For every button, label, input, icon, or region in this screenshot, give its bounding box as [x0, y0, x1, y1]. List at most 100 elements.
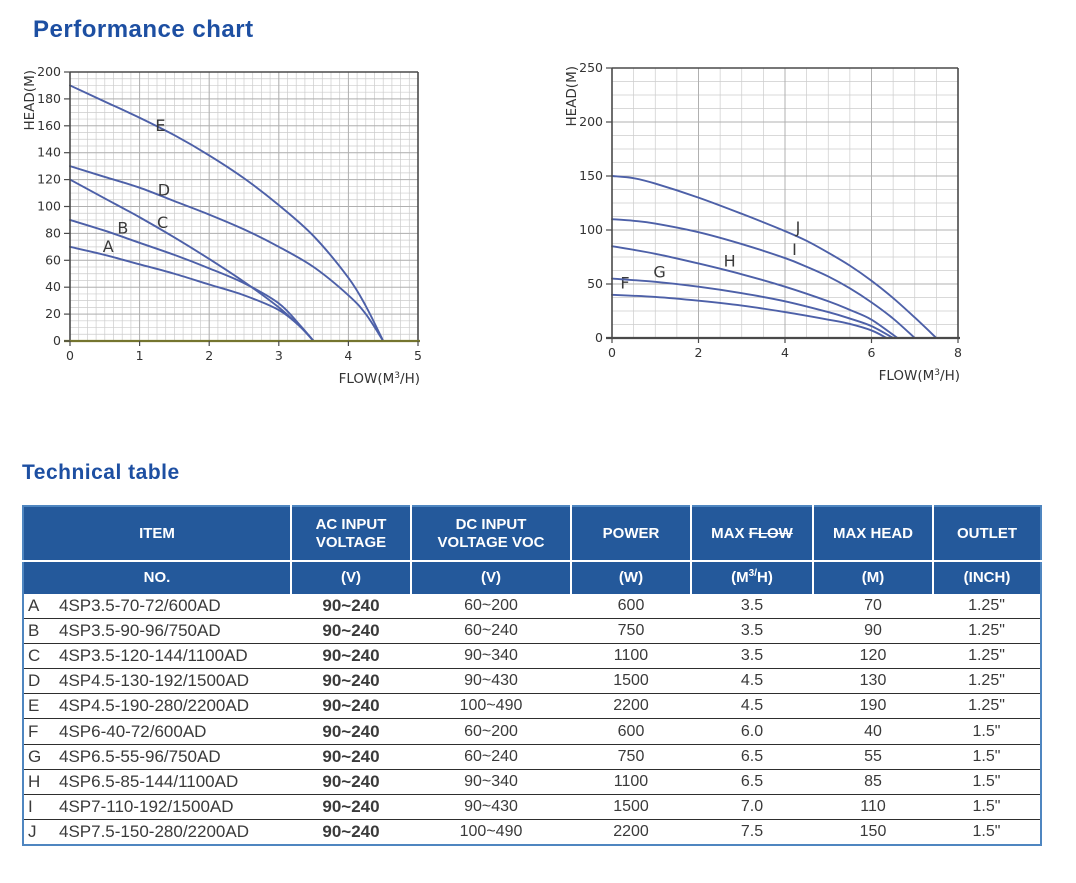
cell-outlet: 1.25" — [933, 643, 1041, 670]
x-tick-label: 0 — [608, 345, 616, 360]
page-title: Performance chart — [33, 16, 254, 43]
cell-outlet: 1.5" — [933, 744, 1041, 770]
x-tick-label: 6 — [868, 345, 876, 360]
cell-outlet: 1.25" — [933, 618, 1041, 645]
series-curve-G — [611, 277, 895, 339]
y-tick-label: 180 — [37, 91, 61, 106]
series-curve-E — [69, 84, 385, 342]
model-number: 4SP3.5-90-96/750AD — [59, 621, 221, 641]
cell-dc: 60~200 — [411, 594, 571, 620]
cell-max_flow: 3.5 — [691, 643, 813, 670]
col-header-max_head: MAX HEAD — [813, 506, 934, 562]
series-label-H: H — [724, 252, 736, 271]
y-axis-label: HEAD(M) — [22, 70, 38, 131]
row-letter: A — [28, 596, 40, 616]
cell-max_head: 85 — [813, 769, 933, 795]
cell-item: H 4SP6.5-85-144/1100AD — [23, 769, 291, 795]
col-header-item: ITEM — [23, 506, 292, 562]
cell-max_flow: 6.0 — [691, 718, 813, 745]
cell-outlet: 1.5" — [933, 769, 1041, 795]
model-number: 4SP3.5-120-144/1100AD — [59, 646, 248, 666]
cell-dc: 60~240 — [411, 744, 571, 770]
col-unit-ac_input: (V) — [291, 561, 412, 594]
cell-power: 600 — [571, 594, 691, 620]
y-tick-label: 100 — [37, 199, 61, 214]
cell-outlet: 1.25" — [933, 594, 1041, 620]
row-letter: I — [28, 796, 33, 816]
x-tick-label: 4 — [344, 348, 352, 363]
x-tick-label: 1 — [136, 348, 144, 363]
cell-max_head: 55 — [813, 744, 933, 770]
col-unit-dc_input: (V) — [411, 561, 572, 594]
y-tick-label: 20 — [45, 306, 61, 321]
series-label-F: F — [620, 273, 629, 292]
cell-item: D 4SP4.5-130-192/1500AD — [23, 668, 291, 695]
x-tick-label: 3 — [275, 348, 283, 363]
cell-power: 2200 — [571, 693, 691, 720]
row-letter: F — [28, 721, 39, 741]
cell-max_head: 190 — [813, 693, 933, 720]
cell-power: 1100 — [571, 769, 691, 795]
cell-dc: 60~200 — [411, 718, 571, 745]
y-tick-label: 200 — [579, 114, 603, 129]
chart-canvas-left: AB CD E 0 1 2 3 4 5 0 20 40 60 80 100 120 140 160 180 200HE… — [22, 64, 422, 387]
cell-max_head: 90 — [813, 618, 933, 645]
cell-power: 600 — [571, 718, 691, 745]
table-row-C: C 4SP3.5-120-144/1100AD 90~240 90~340 1100 3.… — [23, 643, 1041, 670]
cell-ac: 90~240 — [291, 594, 411, 620]
table-row-B: B 4SP3.5-90-96/750AD 90~240 60~240 750 3.5 90 1… — [23, 618, 1041, 645]
cell-max_head: 130 — [813, 668, 933, 695]
cell-ac: 90~240 — [291, 718, 411, 745]
series-label-A: A — [103, 237, 114, 256]
cell-dc: 100~490 — [411, 693, 571, 720]
y-tick-label: 100 — [579, 222, 603, 237]
table-title: Technical table — [22, 461, 180, 484]
cell-max_flow: 7.0 — [691, 794, 813, 820]
col-header-dc_input: DC INPUT VOLTAGE VOC — [411, 506, 572, 562]
performance-chart-right: F G H I J 0 2 4 6 8 0 50 100 150 200 250 HEAD(M) FLOW(M3/… — [545, 52, 975, 384]
y-tick-label: 150 — [579, 168, 603, 183]
cell-item: A 4SP3.5-70-72/600AD — [23, 594, 291, 620]
row-letter: H — [28, 771, 41, 791]
cell-max_head: 120 — [813, 643, 933, 670]
table-body: A 4SP3.5-70-72/600AD 90~240 60~200 600 3.5 70 1… — [23, 594, 1041, 846]
x-axis-label: FLOW(M3/H) — [879, 368, 960, 382]
y-tick-label: 160 — [37, 118, 61, 133]
y-tick-label: 140 — [37, 145, 61, 160]
cell-ac: 90~240 — [291, 819, 411, 846]
cell-max_flow: 4.5 — [691, 668, 813, 695]
model-number: 4SP7.5-150-280/2200AD — [59, 821, 249, 841]
cell-item: F 4SP6-40-72/600AD — [23, 718, 291, 745]
table-row-H: H 4SP6.5-85-144/1100AD 90~240 90~340 1100 6.5… — [23, 769, 1041, 795]
model-number: 4SP7-110-192/1500AD — [59, 796, 234, 816]
cell-power: 1500 — [571, 794, 691, 820]
series-label-C: C — [157, 213, 168, 232]
x-tick-label: 0 — [66, 348, 74, 363]
cell-dc: 90~340 — [411, 769, 571, 795]
series-label-D: D — [158, 181, 170, 200]
col-unit-max_head: (M) — [813, 561, 934, 594]
cell-max_flow: 3.5 — [691, 594, 813, 620]
row-letter: J — [28, 821, 37, 841]
table-header: ITEM AC INPUT VOLTAGE DC INPUT VOLTAGE VOC PO… — [23, 506, 1041, 594]
header-row-titles: ITEM AC INPUT VOLTAGE DC INPUT VOLTAGE VOC PO… — [23, 506, 1041, 562]
cell-ac: 90~240 — [291, 744, 411, 770]
series-curve-D — [69, 165, 385, 342]
cell-item: E 4SP4.5-190-280/2200AD — [23, 693, 291, 720]
row-letter: G — [28, 746, 42, 766]
table-row-G: G 4SP6.5-55-96/750AD 90~240 60~240 750 6.5 55 1… — [23, 744, 1041, 770]
table-row-E: E 4SP4.5-190-280/2200AD 90~240 100~490 2200 4… — [23, 693, 1041, 720]
model-number: 4SP4.5-130-192/1500AD — [59, 671, 249, 691]
cell-max_head: 150 — [813, 819, 933, 846]
cell-max_flow: 6.5 — [691, 744, 813, 770]
cell-ac: 90~240 — [291, 693, 411, 720]
y-tick-label: 40 — [45, 279, 61, 294]
table-row-I: I 4SP7-110-192/1500AD 90~240 90~430 1500 7.0 1… — [23, 794, 1041, 820]
model-number: 4SP6.5-55-96/750AD — [59, 746, 221, 766]
row-letter: E — [28, 696, 40, 716]
technical-table: ITEM AC INPUT VOLTAGE DC INPUT VOLTAGE VOC PO… — [22, 505, 1042, 846]
col-unit-outlet: (INCH) — [933, 561, 1041, 594]
series-curve-H — [611, 245, 899, 339]
row-letter: C — [28, 646, 41, 666]
